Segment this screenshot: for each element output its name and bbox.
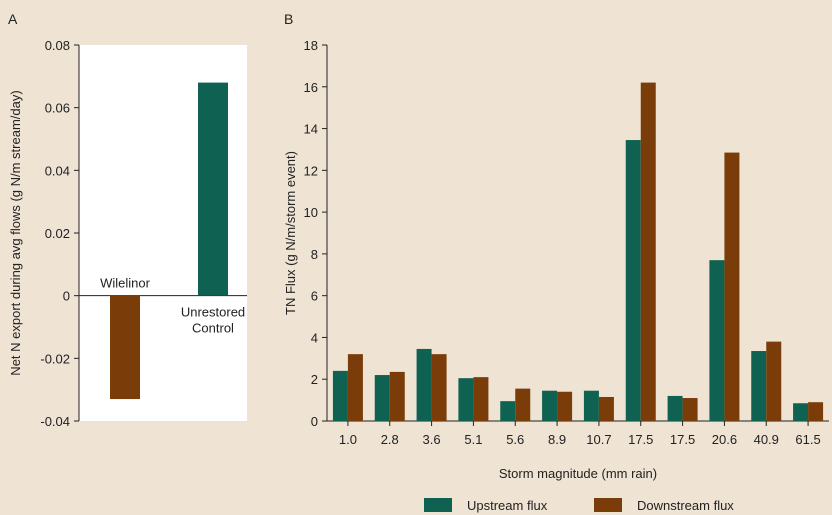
bar-downstream (431, 354, 447, 421)
chart-a: 0.08 0.06 0.04 0.02 0 -0.02 -0.04 Wilelinor Unre… (8, 38, 247, 429)
bar-downstream (389, 371, 405, 421)
y-tick-label-b: 4 (311, 330, 318, 345)
bar-a (110, 295, 140, 400)
x-tick-label-b: 20.6 (712, 432, 737, 447)
bar-upstream (625, 140, 641, 422)
x-tick-label-b: 1.0 (339, 432, 357, 447)
y-tick-label-a: 0 (63, 289, 70, 304)
x-tick-label-b: 3.6 (423, 432, 441, 447)
bar-downstream (598, 396, 614, 421)
y-tick-label-b: 14 (304, 122, 318, 137)
x-tick-label-b: 40.9 (754, 432, 779, 447)
bar-upstream (374, 375, 390, 421)
y-tick-label-b: 0 (311, 414, 318, 429)
bar-downstream (808, 402, 824, 421)
legend-swatch-upstream (424, 498, 452, 512)
x-tick-label-b: 5.1 (464, 432, 482, 447)
legend-swatch-downstream (594, 498, 622, 512)
x-tick-label-b: 2.8 (381, 432, 399, 447)
bar-downstream (640, 82, 656, 421)
bar-downstream (557, 391, 573, 421)
legend-label-downstream: Downstream flux (637, 498, 734, 513)
y-tick-label-b: 16 (304, 80, 318, 95)
y-tick-label-b: 8 (311, 247, 318, 262)
x-tick-label-b: 5.6 (506, 432, 524, 447)
bar-upstream (751, 351, 767, 421)
bar-downstream (724, 152, 740, 422)
y-tick-label-a: 0.02 (45, 226, 70, 241)
bar-upstream (458, 378, 474, 421)
y-tick-label-b: 6 (311, 289, 318, 304)
x-tick-label-b: 17.5 (670, 432, 695, 447)
y-tick-label-a: -0.04 (40, 414, 70, 429)
bar-a (198, 82, 228, 296)
bar-downstream (473, 377, 489, 421)
panel-a-label: A (8, 11, 18, 27)
y-tick-label-a: -0.02 (40, 351, 70, 366)
chart-b: 0 2 4 6 8 10 12 14 16 18 1.0 2.8 3.6 5.1 5.6 8.9 10.7 17.… (283, 38, 829, 481)
bar-upstream (709, 260, 725, 421)
x-axis-label-b: Storm magnitude (mm rain) (499, 466, 657, 481)
bar-upstream (583, 390, 599, 421)
bar-downstream (682, 398, 698, 421)
y-tick-label-a: 0.04 (45, 163, 70, 178)
y-tick-label-a: 0.08 (45, 38, 70, 53)
bar-upstream (332, 370, 348, 421)
category-label-a: Control (192, 321, 234, 336)
y-tick-label-b: 12 (304, 163, 318, 178)
legend: Upstream flux Downstream flux (424, 498, 734, 513)
bar-upstream (667, 395, 683, 421)
x-tick-label-b: 8.9 (548, 432, 566, 447)
y-axis-label-b: TN Flux (g N/m/storm event) (283, 151, 298, 315)
panel-b-label: B (284, 11, 293, 27)
x-tick-label-b: 10.7 (586, 432, 611, 447)
bar-upstream (416, 348, 432, 421)
category-label-a: Wilelinor (100, 276, 151, 291)
y-tick-label-b: 18 (304, 38, 318, 53)
bar-downstream (515, 388, 531, 421)
category-label-a: Unrestored (181, 305, 245, 320)
y-tick-label-a: 0.06 (45, 101, 70, 116)
bar-downstream (347, 354, 363, 421)
bar-downstream (766, 341, 782, 421)
x-tick-label-b: 61.5 (795, 432, 820, 447)
y-tick-label-b: 10 (304, 205, 318, 220)
y-axis-label-a: Net N export during avg flows (g N/m str… (8, 90, 23, 375)
y-tick-label-b: 2 (311, 372, 318, 387)
bar-upstream (542, 390, 558, 421)
legend-label-upstream: Upstream flux (467, 498, 548, 513)
x-tick-label-b: 17.5 (628, 432, 653, 447)
bar-upstream (793, 403, 809, 421)
bar-upstream (500, 401, 516, 421)
